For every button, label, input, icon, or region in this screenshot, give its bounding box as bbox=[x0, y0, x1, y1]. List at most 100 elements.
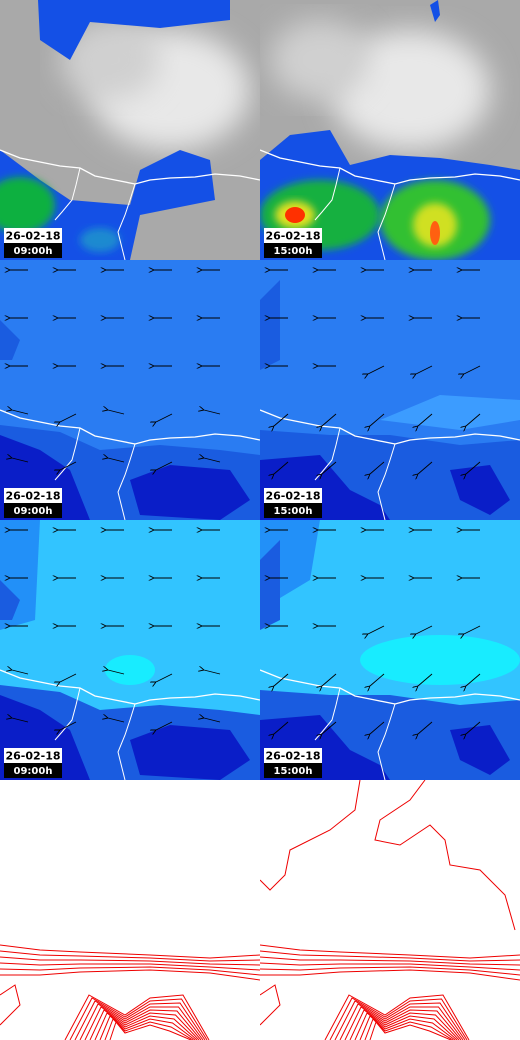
border bbox=[117, 183, 136, 260]
contour bbox=[0, 956, 260, 966]
wind-arrow bbox=[108, 670, 125, 675]
field-dark bbox=[260, 280, 280, 370]
time-box bbox=[264, 503, 322, 518]
border bbox=[117, 443, 136, 520]
border bbox=[377, 703, 396, 780]
contour bbox=[364, 1018, 454, 1040]
wind-arrow bbox=[12, 718, 29, 723]
cloud-bright bbox=[270, 20, 370, 100]
contour bbox=[349, 1009, 460, 1040]
date-box bbox=[4, 748, 62, 763]
wind-arrow bbox=[204, 718, 221, 723]
wind-arrow bbox=[156, 673, 173, 682]
panel-date: 26-02-18 bbox=[265, 490, 320, 503]
date-box bbox=[4, 488, 62, 503]
panel-time: 15:00h bbox=[274, 766, 313, 777]
contour-base bbox=[0, 780, 260, 1040]
wind-arrow bbox=[466, 673, 481, 686]
wind-arrow bbox=[274, 413, 289, 426]
contour bbox=[0, 950, 260, 962]
panel-time: 09:00h bbox=[14, 246, 53, 257]
field-deep bbox=[0, 695, 250, 780]
panel-label: 26-02-18 15:00h bbox=[264, 488, 322, 518]
contour bbox=[0, 984, 21, 1026]
wind-arrow bbox=[60, 721, 77, 730]
contour bbox=[359, 1015, 456, 1040]
wind-arrow bbox=[464, 365, 481, 374]
contour bbox=[94, 1012, 198, 1040]
date-box bbox=[4, 228, 62, 243]
wind-arrow bbox=[322, 673, 337, 686]
wind-arrow bbox=[368, 365, 385, 374]
wind-arrow bbox=[274, 721, 289, 734]
wind-arrow bbox=[370, 413, 385, 426]
wind-arrow bbox=[60, 673, 77, 682]
field-deep bbox=[0, 435, 250, 520]
time-box bbox=[264, 763, 322, 778]
wind-arrow bbox=[12, 458, 29, 463]
coastline bbox=[260, 409, 520, 445]
contour bbox=[324, 994, 470, 1040]
time-box bbox=[264, 243, 322, 258]
contour bbox=[84, 1006, 202, 1040]
contour bbox=[260, 984, 281, 1026]
contour bbox=[329, 997, 468, 1040]
cloud-bright bbox=[60, 20, 160, 100]
map-panel bbox=[0, 0, 260, 260]
map-panel bbox=[260, 260, 520, 520]
contour bbox=[0, 969, 260, 981]
contour bbox=[0, 962, 260, 971]
border bbox=[314, 167, 341, 221]
border bbox=[54, 167, 81, 221]
coastline bbox=[0, 149, 260, 185]
precip-mid bbox=[0, 177, 55, 233]
contour bbox=[334, 1000, 466, 1040]
date-box bbox=[264, 488, 322, 503]
contour bbox=[0, 966, 260, 976]
contour bbox=[260, 780, 516, 931]
wind-arrow bbox=[108, 718, 125, 723]
wind-arrow bbox=[322, 413, 337, 426]
precip bbox=[430, 0, 440, 22]
wind-arrow bbox=[12, 410, 29, 415]
coastline bbox=[260, 149, 520, 185]
contour bbox=[260, 966, 520, 976]
field-light bbox=[105, 655, 155, 685]
wind-arrow bbox=[274, 673, 289, 686]
field-light bbox=[360, 635, 520, 685]
wind-arrow bbox=[322, 461, 337, 474]
wind-arrow bbox=[370, 673, 385, 686]
map-panel bbox=[0, 780, 260, 1040]
time-box bbox=[4, 243, 62, 258]
panel-date: 26-02-18 bbox=[265, 230, 320, 243]
contour bbox=[109, 1020, 192, 1040]
wind-arrow bbox=[60, 413, 77, 422]
precip bbox=[38, 0, 230, 60]
contour bbox=[69, 997, 208, 1040]
coastline bbox=[260, 669, 520, 705]
time-box bbox=[4, 503, 62, 518]
wind-arrow bbox=[466, 721, 481, 734]
contour bbox=[339, 1003, 464, 1040]
contour bbox=[79, 1003, 204, 1040]
precip-max bbox=[430, 221, 440, 245]
wind-arrow bbox=[204, 410, 221, 415]
wind-arrow bbox=[204, 458, 221, 463]
contour bbox=[260, 969, 520, 981]
field-dark bbox=[0, 580, 20, 620]
wind-arrow bbox=[204, 670, 221, 675]
contour-base bbox=[260, 780, 520, 1040]
field-dark bbox=[260, 540, 280, 630]
wind-arrow bbox=[418, 461, 433, 474]
wind-arrow bbox=[418, 721, 433, 734]
wind-arrow bbox=[416, 625, 433, 634]
panel-time: 15:00h bbox=[274, 506, 313, 517]
contour bbox=[260, 956, 520, 966]
panel-label: 26-02-18 09:00h bbox=[4, 748, 62, 778]
wind-arrow bbox=[156, 461, 173, 470]
map-panel bbox=[260, 520, 520, 780]
contour bbox=[260, 962, 520, 971]
map-panel bbox=[260, 0, 520, 260]
panel-time: 15:00h bbox=[274, 246, 313, 257]
contour bbox=[64, 994, 210, 1040]
